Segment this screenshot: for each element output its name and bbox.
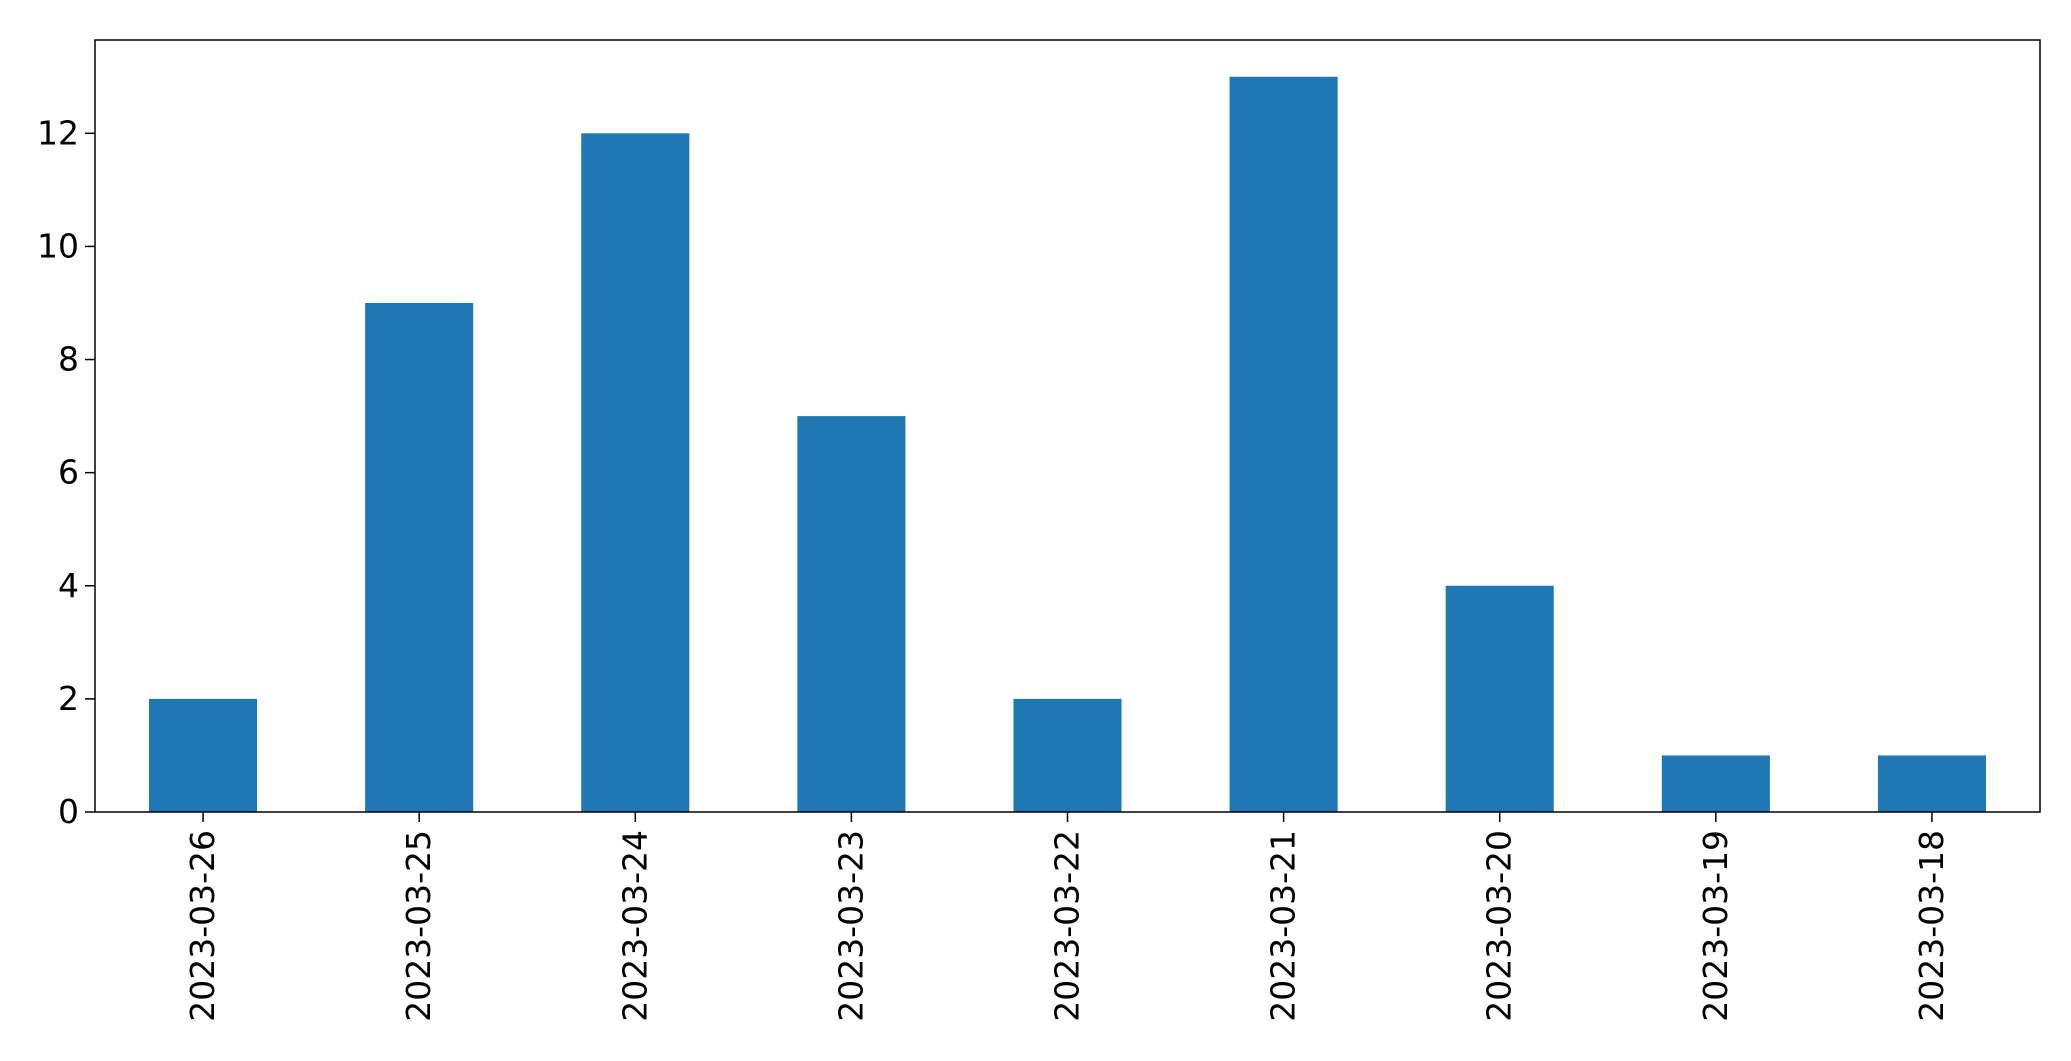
bar-2023-03-22 bbox=[1013, 698, 1122, 812]
bar-2023-03-25 bbox=[365, 302, 474, 812]
x-tick-label-2023-03-20: 2023-03-20 bbox=[1480, 830, 1519, 1022]
bar-2023-03-26 bbox=[149, 698, 258, 812]
x-tick-label-2023-03-25: 2023-03-25 bbox=[399, 830, 438, 1022]
bars-layer bbox=[149, 76, 1986, 812]
x-tick-label-2023-03-22: 2023-03-22 bbox=[1048, 830, 1087, 1022]
bar-2023-03-24 bbox=[581, 133, 690, 812]
y-axis: 0 2 4 6 8 10 12 bbox=[37, 113, 95, 831]
x-tick-label-2023-03-19: 2023-03-19 bbox=[1696, 830, 1735, 1022]
x-tick-label-2023-03-26: 2023-03-26 bbox=[183, 830, 222, 1022]
bar-2023-03-19 bbox=[1661, 755, 1770, 812]
x-tick-label-2023-03-24: 2023-03-24 bbox=[615, 830, 654, 1022]
y-tick-label-12: 12 bbox=[37, 113, 79, 152]
bar-2023-03-18 bbox=[1877, 755, 1986, 812]
x-tick-label-2023-03-21: 2023-03-21 bbox=[1264, 830, 1303, 1022]
bar-2023-03-23 bbox=[797, 416, 906, 812]
x-tick-label-2023-03-23: 2023-03-23 bbox=[831, 830, 870, 1022]
bar-2023-03-20 bbox=[1445, 585, 1554, 812]
bar-2023-03-21 bbox=[1229, 76, 1338, 812]
y-tick-label-2: 2 bbox=[58, 679, 79, 718]
y-tick-label-0: 0 bbox=[58, 792, 79, 831]
y-tick-label-8: 8 bbox=[58, 340, 79, 379]
y-tick-label-4: 4 bbox=[58, 566, 79, 605]
y-tick-label-6: 6 bbox=[58, 453, 79, 492]
y-tick-label-10: 10 bbox=[37, 226, 79, 265]
plot-frame bbox=[94, 39, 2041, 813]
x-axis: 2023-03-26 2023-03-25 2023-03-24 2023-03-23… bbox=[183, 812, 1951, 1022]
x-tick-label-2023-03-18: 2023-03-18 bbox=[1912, 830, 1951, 1022]
